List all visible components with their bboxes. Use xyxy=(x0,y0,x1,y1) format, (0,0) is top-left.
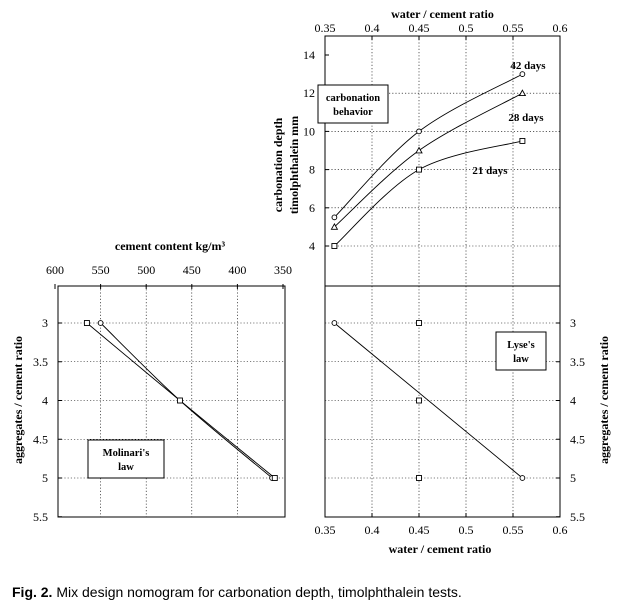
molinari-point xyxy=(176,397,183,404)
lyse-x-tick-label: 0.6 xyxy=(553,523,568,537)
carbonation-point xyxy=(331,214,338,221)
molinari-point xyxy=(271,475,278,481)
carbonation-point xyxy=(519,71,526,77)
lyse-label-line1: Lyse's xyxy=(507,340,534,351)
molinari-x-tick-label: 350 xyxy=(274,263,292,277)
carbonation-series-label: 21 days xyxy=(472,165,508,177)
carbonation-panel: 0.35 0.4 0.45 0.5 0.55 0.6 water / cement rati… xyxy=(271,7,568,286)
molinari-point xyxy=(97,320,104,326)
lyse-label-box xyxy=(495,331,547,371)
carbonation-y-tick-label: 8 xyxy=(309,163,315,177)
carbonation-point xyxy=(415,146,423,154)
lyse-y-tick-label: 3 xyxy=(570,316,576,330)
molinari-label-box xyxy=(87,439,165,479)
carbonation-x-tick-label: 0.4 xyxy=(365,21,380,35)
molinari-x-tick-label: 400 xyxy=(228,263,246,277)
carbonation-point xyxy=(518,89,527,97)
molinari-y-tick-label: 3.5 xyxy=(33,355,48,369)
lyse-x-tick-label: 0.5 xyxy=(459,523,474,537)
molinari-frame xyxy=(57,285,286,518)
lyse-y-tick-label: 5 xyxy=(570,471,576,485)
lyse-series-line xyxy=(334,322,523,479)
lyse-point xyxy=(416,397,422,404)
carbonation-series-line xyxy=(334,140,523,247)
carbonation-y-axis-label-line2: timolphthalein mm xyxy=(287,116,301,214)
carbonation-y-tick-label: 4 xyxy=(309,239,315,253)
carbonation-x-axis-label: water / cement ratio xyxy=(391,7,494,21)
lyse-x-tick-label: 0.45 xyxy=(409,523,430,537)
lyse-panel: 0.35 0.4 0.45 0.5 0.55 0.6 water / cement rati… xyxy=(315,285,611,556)
carbonation-y-tick-label: 14 xyxy=(303,48,315,62)
lyse-x-tick-label: 0.35 xyxy=(315,523,336,537)
carbonation-x-tick-label: 0.45 xyxy=(409,21,430,35)
molinari-label-line1: Molinari's xyxy=(103,448,150,459)
molinari-point xyxy=(83,320,90,326)
lyse-y-tick-label: 3.5 xyxy=(570,355,585,369)
carbonation-x-tick-label: 0.5 xyxy=(459,21,474,35)
lyse-y-tick-label: 5.5 xyxy=(570,510,585,524)
molinari-x-axis-label: cement content kg/m³ xyxy=(115,239,226,253)
carbonation-y-tick-label: 6 xyxy=(309,201,315,215)
carbonation-point xyxy=(416,128,422,135)
carbonation-series-label: 42 days xyxy=(510,60,546,72)
molinari-y-tick-label: 3 xyxy=(42,316,48,330)
carbonation-series-label: 28 days xyxy=(508,112,544,124)
caption-figure-number: Fig. 2. xyxy=(12,584,53,600)
molinari-x-tick-label: 450 xyxy=(183,263,201,277)
carbonation-label-line2: behavior xyxy=(333,107,373,118)
carbonation-x-tick-label: 0.55 xyxy=(503,21,524,35)
caption-text: Mix design nomogram for carbonation dept… xyxy=(56,584,462,600)
lyse-x-tick-label: 0.4 xyxy=(365,523,380,537)
lyse-point xyxy=(331,320,338,326)
molinari-y-tick-label: 5.5 xyxy=(33,510,48,524)
carbonation-point xyxy=(416,166,422,173)
carbonation-y-tick-label: 10 xyxy=(303,124,315,138)
figure-caption: Fig. 2. Mix design nomogram for carbonat… xyxy=(12,584,612,600)
carbonation-x-tick-label: 0.35 xyxy=(315,21,336,35)
molinari-y-tick-label: 4.5 xyxy=(33,432,48,446)
carbonation-label-line1: carbonation xyxy=(326,93,380,104)
carbonation-x-tick-label: 0.6 xyxy=(553,21,568,35)
lyse-y-tick-label: 4.5 xyxy=(570,432,585,446)
molinari-x-tick-label: 500 xyxy=(137,263,155,277)
lyse-x-tick-label: 0.55 xyxy=(503,523,524,537)
lyse-point xyxy=(519,475,526,481)
lyse-label-line2: law xyxy=(513,354,529,365)
molinari-y-tick-label: 4 xyxy=(42,394,48,408)
carbonation-point xyxy=(330,222,339,230)
carbonation-frame xyxy=(324,35,561,286)
molinari-label-line2: law xyxy=(118,462,134,473)
lyse-frame xyxy=(324,285,561,518)
carbonation-point xyxy=(331,243,338,249)
lyse-y-tick-label: 4 xyxy=(570,394,576,408)
carbonation-label-box xyxy=(317,84,389,124)
carbonation-y-tick-label: 12 xyxy=(303,86,315,100)
molinari-y-tick-label: 5 xyxy=(42,471,48,485)
molinari-y-axis-label: aggregates / cement ratio xyxy=(11,336,25,464)
lyse-y-axis-label: aggregates / cement ratio xyxy=(597,336,611,464)
lyse-point xyxy=(416,475,422,481)
carbonation-y-axis-label-line1: carbonation depth xyxy=(271,118,285,213)
carbonation-point xyxy=(519,137,526,144)
lyse-x-axis-label: water / cement ratio xyxy=(389,542,492,556)
molinari-panel: 600 550 500 450 400 350 cement content kg/m³ 3 3… xyxy=(11,239,292,524)
lyse-point xyxy=(416,320,422,326)
molinari-x-tick-label: 600 xyxy=(46,263,64,277)
molinari-x-tick-label: 550 xyxy=(92,263,110,277)
